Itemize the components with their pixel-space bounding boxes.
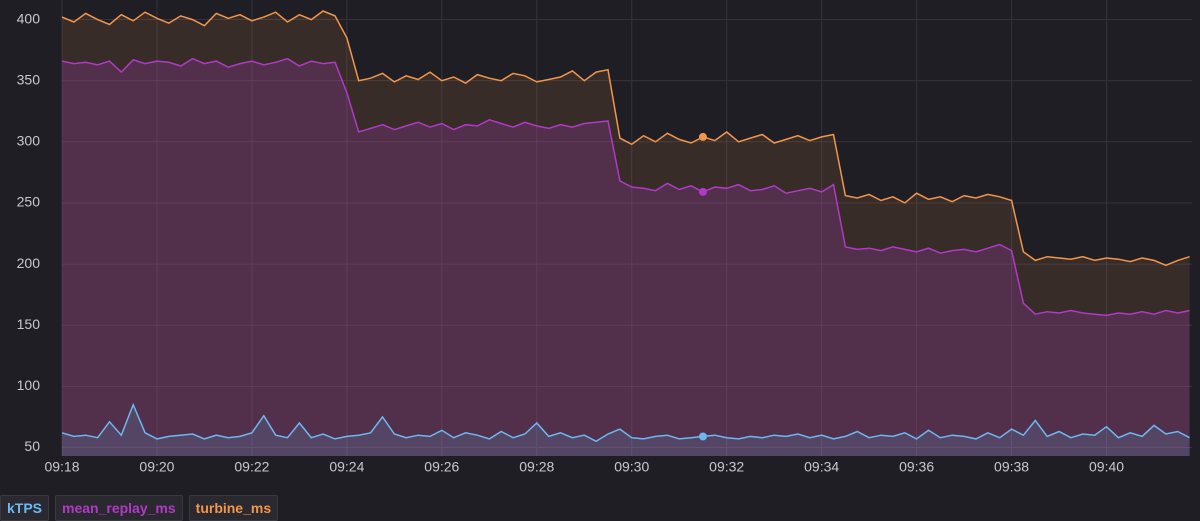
series-area bbox=[62, 58, 1190, 456]
y-tick-label: 350 bbox=[17, 71, 41, 87]
hover-point bbox=[698, 132, 707, 141]
x-tick-label: 09:38 bbox=[994, 459, 1029, 475]
series-line bbox=[61, 10, 1190, 267]
chart: 50 100 150 200 250 300 350 400 09:18 09:20 09:22 09… bbox=[17, 0, 1192, 475]
x-tick-label: 09:40 bbox=[1089, 459, 1124, 475]
x-tick-label: 09:18 bbox=[44, 459, 79, 475]
x-tick-label: 09:22 bbox=[234, 459, 269, 475]
x-tick-label: 09:24 bbox=[329, 459, 364, 475]
series-area bbox=[62, 404, 1190, 456]
y-tick-label: 300 bbox=[17, 133, 41, 149]
y-tick-label: 200 bbox=[17, 255, 41, 271]
x-tick-label: 09:30 bbox=[614, 459, 649, 475]
x-tick-label: 09:36 bbox=[899, 459, 934, 475]
legend: kTPS mean_replay_ms turbine_ms bbox=[0, 495, 279, 521]
x-tick-label: 09:34 bbox=[804, 459, 839, 475]
y-tick-label: 50 bbox=[24, 438, 40, 454]
x-tick-label: 09:28 bbox=[519, 459, 554, 475]
legend-entry[interactable]: turbine_ms bbox=[188, 495, 279, 521]
series-area bbox=[62, 11, 1190, 456]
x-tick-label: 09:32 bbox=[709, 459, 744, 475]
legend-entry[interactable]: kTPS bbox=[0, 495, 50, 521]
y-tick-label: 250 bbox=[17, 194, 41, 210]
hover-point bbox=[698, 432, 707, 441]
y-tick-label: 400 bbox=[17, 10, 41, 26]
series-line bbox=[61, 57, 1190, 317]
y-tick-label: 100 bbox=[17, 377, 41, 393]
y-tick-label: 150 bbox=[17, 316, 41, 332]
legend-entry[interactable]: mean_replay_ms bbox=[55, 495, 183, 521]
x-tick-label: 09:20 bbox=[139, 459, 174, 475]
series-line bbox=[61, 402, 1190, 443]
x-tick-label: 09:26 bbox=[424, 459, 459, 475]
hover-point bbox=[698, 187, 707, 196]
